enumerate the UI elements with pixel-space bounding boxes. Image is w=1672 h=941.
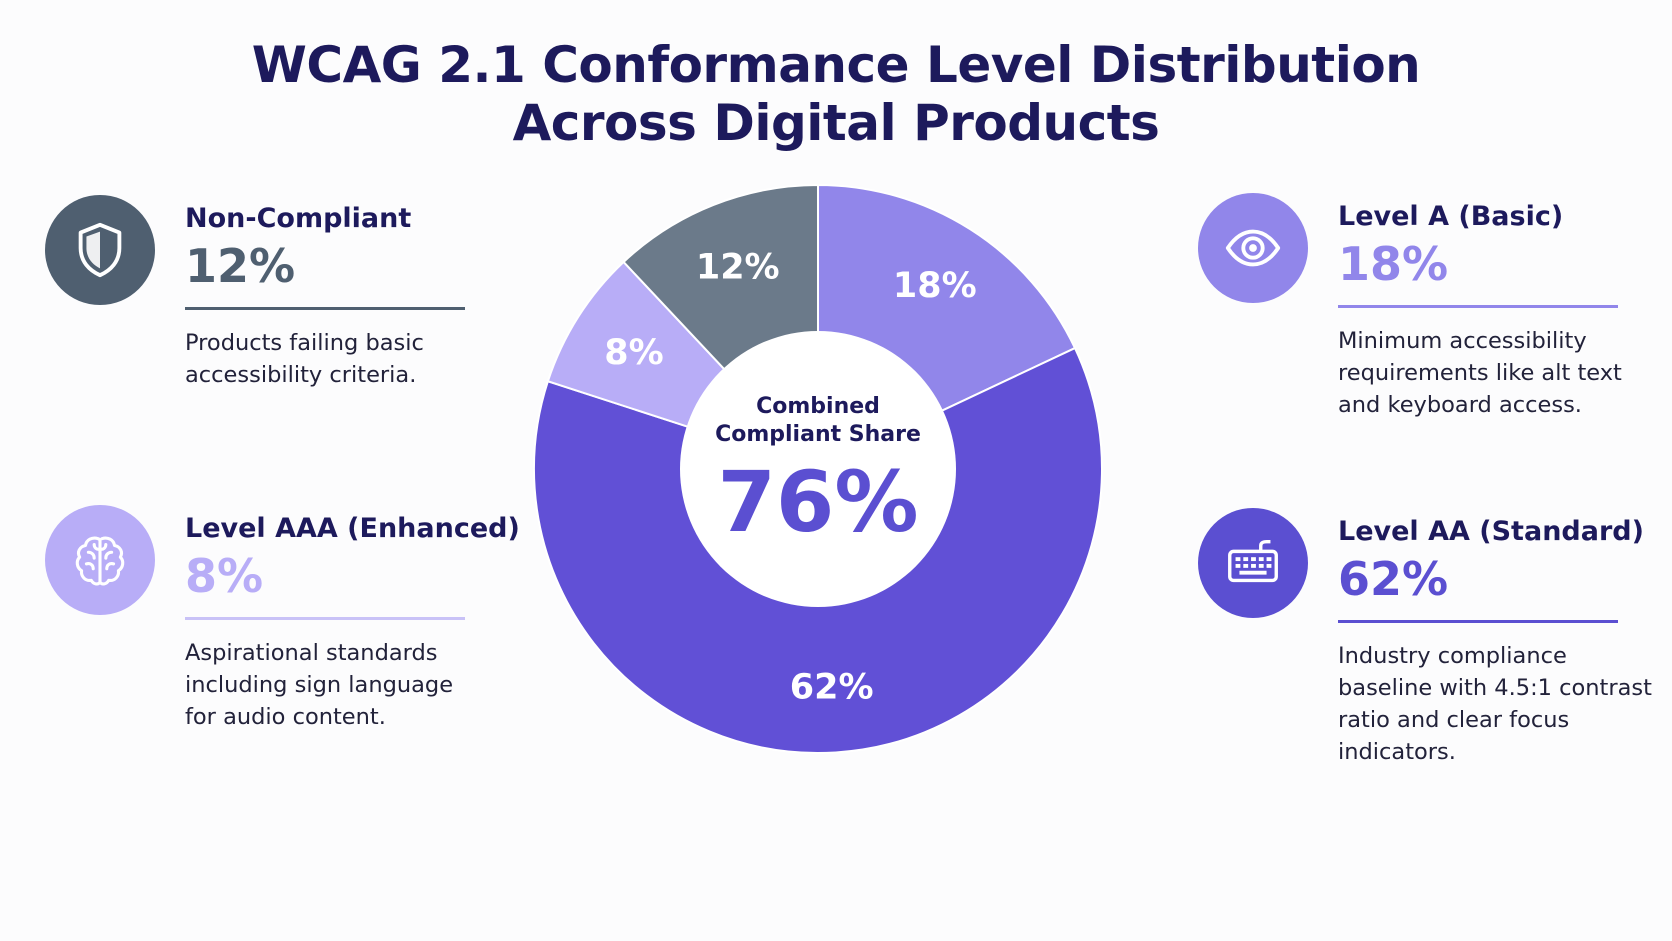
card-value: 12%: [185, 239, 296, 293]
card-value: 18%: [1338, 237, 1449, 291]
card-label: Non-Compliant: [185, 203, 412, 234]
card-divider: [185, 617, 465, 620]
donut-chart: 18% 62% 8% 12% Combined Compliant Share 76%: [533, 183, 1103, 754]
icon-circle-level-aa: [1198, 508, 1308, 618]
shield-icon: [78, 222, 122, 278]
donut-hole: [680, 331, 956, 607]
icon-circle-non-compliant: [45, 195, 155, 305]
donut-slice-labels: 18% 62% 8% 12%: [604, 247, 976, 707]
slice-label: 18%: [893, 266, 977, 306]
card-description: Aspirational standards including sign la…: [185, 640, 454, 730]
card-description: Industry compliance baseline with 4.5:1 …: [1338, 643, 1652, 765]
title-line-1: WCAG 2.1 Conformance Level Distribution: [251, 36, 1421, 94]
center-caption-line-2: Compliant Share: [715, 422, 921, 447]
card-value: 62%: [1338, 552, 1449, 606]
icon-circle-level-a: [1198, 193, 1308, 303]
title-line-2: Across Digital Products: [512, 94, 1160, 152]
eye-icon: [1225, 229, 1281, 267]
card-label: Level AAA (Enhanced): [185, 513, 520, 544]
card-divider: [1338, 305, 1618, 308]
keyboard-icon: [1228, 539, 1278, 583]
chart-title: WCAG 2.1 Conformance Level Distribution …: [0, 36, 1672, 152]
card-divider: [185, 307, 465, 310]
card-label: Level A (Basic): [1338, 201, 1564, 232]
slice-label: 62%: [790, 668, 874, 708]
brain-icon: [75, 536, 125, 586]
card-divider: [1338, 620, 1618, 623]
icon-circle-level-aaa: [45, 505, 155, 615]
center-value: 76%: [717, 453, 918, 551]
card-description: Minimum accessibility requirements like …: [1338, 328, 1622, 418]
card-label: Level AA (Standard): [1338, 516, 1644, 547]
card-description: Products failing basic accessibility cri…: [185, 330, 424, 388]
center-caption-line-1: Combined: [756, 394, 880, 419]
card-value: 8%: [185, 549, 264, 603]
slice-label: 12%: [696, 247, 780, 287]
slice-label: 8%: [604, 333, 663, 373]
